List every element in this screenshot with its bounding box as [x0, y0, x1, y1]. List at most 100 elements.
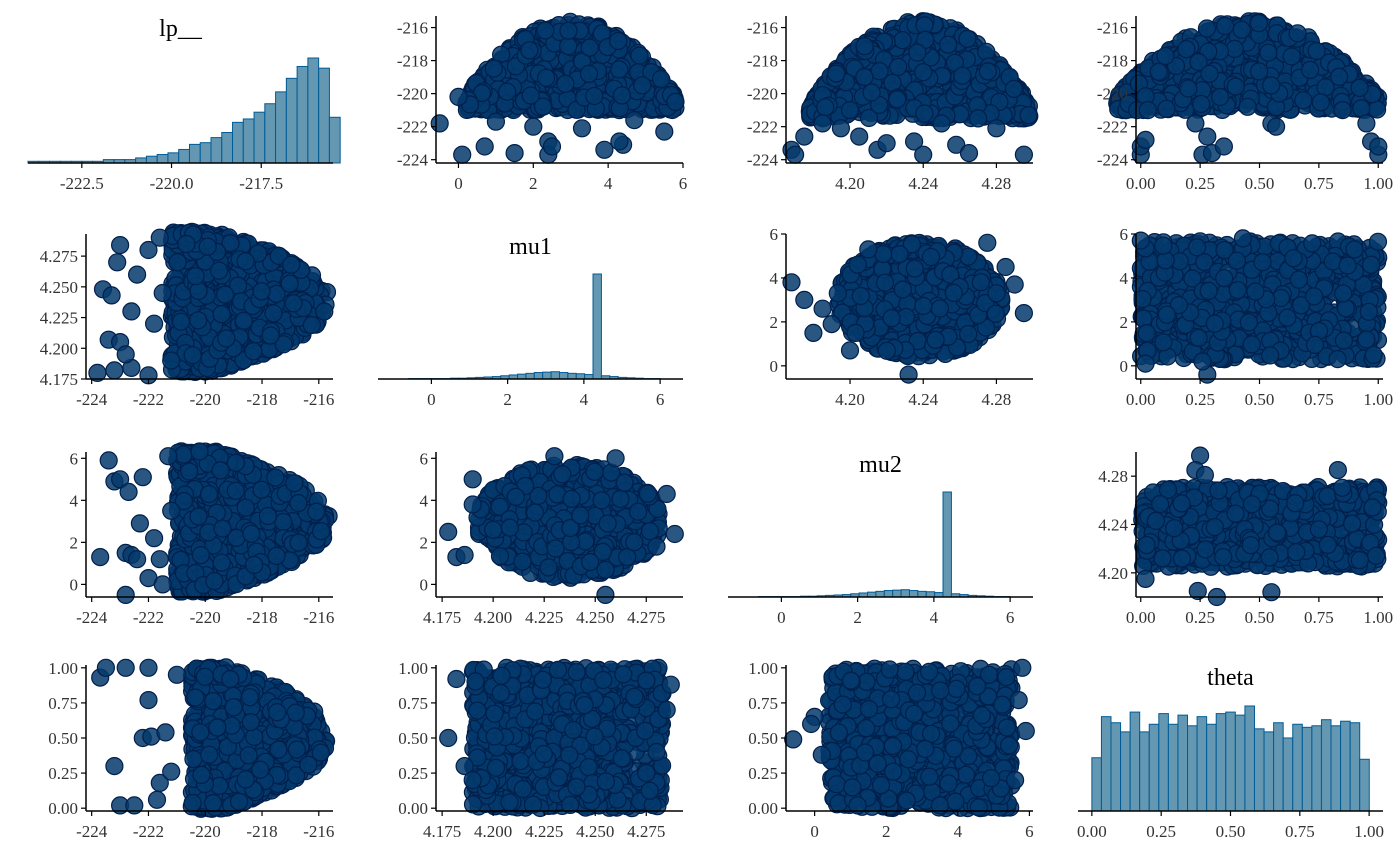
scatter-point — [102, 286, 121, 305]
scatter-point — [855, 37, 874, 56]
hist-bar — [188, 143, 201, 164]
scatter-point — [1357, 114, 1376, 133]
hist-bar — [264, 103, 277, 164]
hist-bar — [221, 132, 234, 164]
hist-bar — [525, 372, 535, 380]
scatter-point — [921, 247, 941, 267]
hist-bar — [178, 148, 190, 164]
scatter-point — [915, 104, 934, 123]
x-tick-label: -216 — [303, 390, 334, 409]
scatter-point — [162, 351, 181, 370]
hist-bar — [156, 154, 169, 164]
x-tick-label: 6 — [656, 390, 665, 409]
scatter-point — [651, 69, 671, 89]
scatter-point — [1226, 77, 1245, 96]
scatter-point — [216, 285, 235, 304]
scatter-point — [1266, 117, 1286, 136]
scatter-point — [612, 86, 632, 105]
scatter-point — [177, 234, 196, 254]
scatter-point — [944, 283, 963, 302]
scatter-point — [958, 29, 977, 49]
scatter-point — [1149, 62, 1168, 81]
scatter-point — [1259, 43, 1278, 62]
x-tick-label: 0.50 — [1245, 174, 1275, 193]
scatter-point — [280, 274, 299, 293]
scatter-point — [1369, 137, 1388, 156]
scatter-point — [996, 257, 1015, 277]
scatter-point — [521, 86, 540, 105]
scatter-point — [870, 62, 889, 81]
scatter-point — [189, 311, 208, 330]
scatter-point — [244, 342, 263, 361]
scatter-point — [1367, 100, 1387, 119]
scatter-point — [252, 282, 271, 301]
x-tick-label: 0 — [427, 390, 436, 409]
scatter-point — [264, 304, 283, 323]
scatter-point — [851, 286, 870, 306]
scatter-point — [1214, 137, 1234, 156]
y-tick-label: 4.250 — [40, 278, 78, 297]
scatter-point — [785, 145, 805, 164]
scatter-point — [822, 315, 841, 334]
scatter-point — [1014, 304, 1034, 323]
scatter-point — [105, 361, 124, 380]
x-tick-label: 4.28 — [982, 390, 1012, 409]
panel-1-1: mu1 0 2 4 6 — [378, 234, 683, 409]
scatter-point — [905, 259, 924, 278]
x-tick-label: -218 — [246, 390, 277, 409]
scatter-point — [1200, 64, 1219, 83]
scatter-point — [813, 114, 832, 133]
scatter-point — [633, 76, 652, 95]
x-tick-label: -220.0 — [150, 174, 194, 193]
scatter-point — [987, 119, 1006, 138]
scatter-point — [795, 127, 814, 146]
scatter-point — [1333, 100, 1352, 120]
x-tick-label: 2 — [503, 390, 512, 409]
y-tick-label: -220 — [1097, 85, 1128, 104]
hist-bar — [210, 137, 223, 164]
scatter-point — [524, 117, 543, 136]
scatter-point — [484, 59, 503, 78]
panel-title: mu1 — [509, 234, 552, 260]
scatter-point — [1157, 99, 1176, 118]
scatter-point — [914, 296, 933, 316]
y-tick-label: -222 — [1097, 118, 1128, 137]
y-tick-label: 6 — [770, 225, 779, 244]
scatter-point — [875, 273, 895, 292]
scatter-point — [987, 284, 1006, 303]
scatter-point — [284, 294, 303, 313]
scatter-point — [556, 74, 575, 94]
x-tick-label: -224 — [76, 390, 108, 409]
x-tick-label: -222.5 — [60, 174, 104, 193]
scatter-point — [520, 41, 539, 60]
scatter-point — [145, 314, 164, 333]
scatter-point — [505, 144, 524, 163]
hist-bar — [318, 67, 330, 164]
scatter-point — [908, 43, 927, 62]
scatter-point — [536, 68, 556, 87]
hist-bar — [542, 371, 552, 380]
scatter-point — [610, 60, 629, 79]
scatter-point — [212, 305, 231, 324]
scatter-point — [261, 326, 280, 345]
scatter-point — [877, 134, 896, 153]
x-tick-label: -222 — [133, 390, 164, 409]
x-tick-label: 4 — [580, 390, 589, 409]
scatter-point — [795, 290, 814, 309]
scatter-point — [282, 255, 301, 274]
scatter-point — [840, 100, 860, 120]
x-tick-label: -220 — [190, 390, 221, 409]
scatter-point — [610, 132, 629, 151]
y-tick-label: -220 — [397, 85, 428, 104]
y-tick-label: 4 — [770, 269, 779, 288]
scatter-point — [139, 240, 158, 260]
scatter-point — [609, 31, 628, 51]
y-tick-label: -222 — [747, 118, 778, 137]
scatter-point — [877, 341, 897, 360]
scatter-point — [430, 114, 449, 133]
panel-0-0: lp__-222.5 -220.0 -217.5 — [27, 16, 341, 193]
scatter-point — [893, 31, 912, 50]
x-tick-label: 4.28 — [982, 174, 1012, 193]
